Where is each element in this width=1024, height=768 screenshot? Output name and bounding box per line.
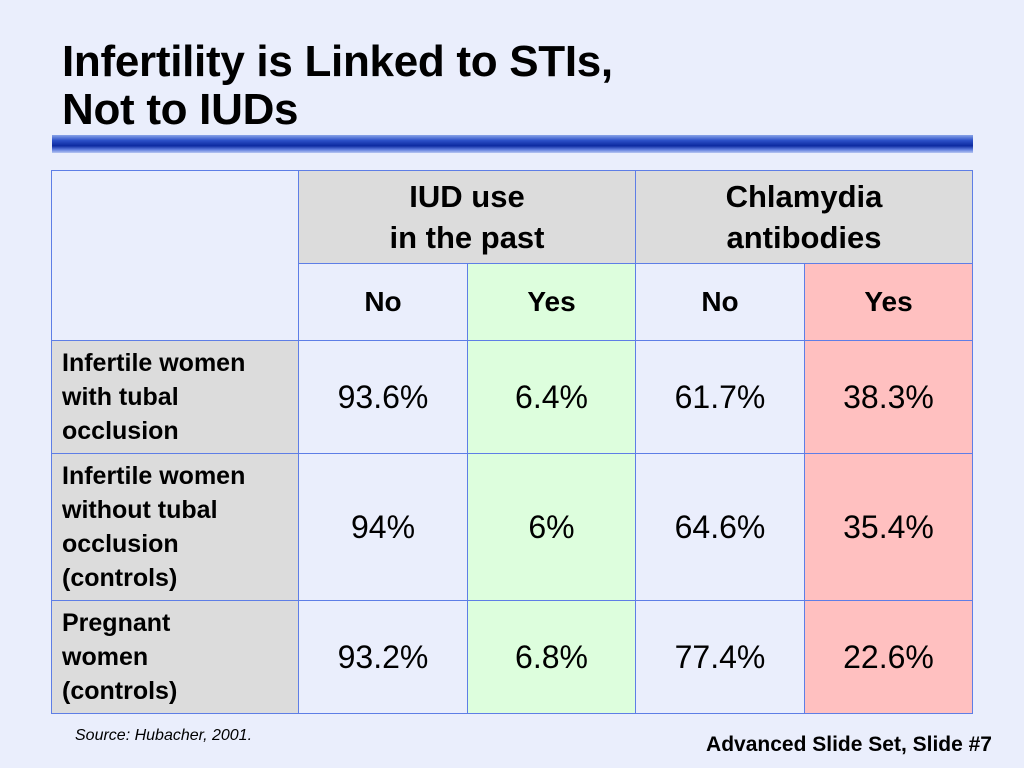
value-cell: 93.6% bbox=[298, 340, 468, 454]
sub-header-row: No Yes No Yes bbox=[52, 263, 973, 341]
row-label-line: without tubal bbox=[62, 496, 218, 524]
group-header-iud-line-2: in the past bbox=[389, 220, 545, 255]
row-label-pregnant-women: Pregnant women (controls) bbox=[51, 600, 299, 714]
slide-reference: Advanced Slide Set, Slide #7 bbox=[706, 733, 992, 756]
value-cell: 6% bbox=[467, 453, 636, 601]
source-citation: Source: Hubacher, 2001. bbox=[75, 727, 253, 744]
sub-header-chlamydia-no: No bbox=[635, 263, 805, 341]
group-header-iud: IUD use in the past bbox=[298, 170, 636, 264]
table-row: Infertile women without tubal occlusion … bbox=[51, 453, 973, 601]
value-cell: 35.4% bbox=[804, 453, 973, 601]
row-label-line: occlusion bbox=[62, 530, 179, 558]
value-cell: 6.8% bbox=[467, 600, 636, 714]
value-cell: 77.4% bbox=[635, 600, 805, 714]
data-table: IUD use in the past Chlamydia antibodies… bbox=[51, 170, 973, 714]
row-label-line: Infertile women bbox=[62, 462, 246, 490]
table-row: Infertile women with tubal occlusion 93.… bbox=[51, 340, 973, 454]
row-label-without-tubal-occlusion: Infertile women without tubal occlusion … bbox=[51, 453, 299, 601]
group-header-chlamydia-line-2: antibodies bbox=[726, 220, 882, 255]
sub-header-chlamydia-yes: Yes bbox=[804, 263, 973, 341]
title-divider bbox=[52, 135, 973, 153]
row-label-line: Pregnant bbox=[62, 609, 171, 637]
sub-header-iud-no: No bbox=[298, 263, 468, 341]
row-label-line: women bbox=[62, 643, 149, 671]
value-cell: 22.6% bbox=[804, 600, 973, 714]
value-cell: 61.7% bbox=[635, 340, 805, 454]
value-cell: 93.2% bbox=[298, 600, 468, 714]
group-header-chlamydia: Chlamydia antibodies bbox=[635, 170, 973, 264]
sub-header-iud-yes: Yes bbox=[467, 263, 636, 341]
group-header-iud-line-1: IUD use bbox=[409, 179, 525, 214]
row-label-tubal-occlusion: Infertile women with tubal occlusion bbox=[51, 340, 299, 454]
row-label-line: with tubal bbox=[62, 383, 179, 411]
group-header-chlamydia-line-1: Chlamydia bbox=[725, 179, 883, 214]
corner-cell bbox=[51, 170, 299, 341]
row-label-line: Infertile women bbox=[62, 349, 246, 377]
value-cell: 94% bbox=[298, 453, 468, 601]
slide-title-line-2: Not to IUDs bbox=[62, 85, 299, 134]
group-header-row: IUD use in the past Chlamydia antibodies bbox=[51, 170, 973, 341]
slide-title: Infertility is Linked to STIs, Not to IU… bbox=[62, 38, 613, 134]
value-cell: 38.3% bbox=[804, 340, 973, 454]
row-label-line: (controls) bbox=[62, 677, 178, 705]
value-cell: 64.6% bbox=[635, 453, 805, 601]
row-label-line: occlusion bbox=[62, 417, 179, 445]
value-cell: 6.4% bbox=[467, 340, 636, 454]
slide-title-line-1: Infertility is Linked to STIs, bbox=[62, 37, 613, 86]
row-label-line: (controls) bbox=[62, 564, 178, 592]
table-row: Pregnant women (controls) 93.2% 6.8% 77.… bbox=[51, 600, 973, 714]
